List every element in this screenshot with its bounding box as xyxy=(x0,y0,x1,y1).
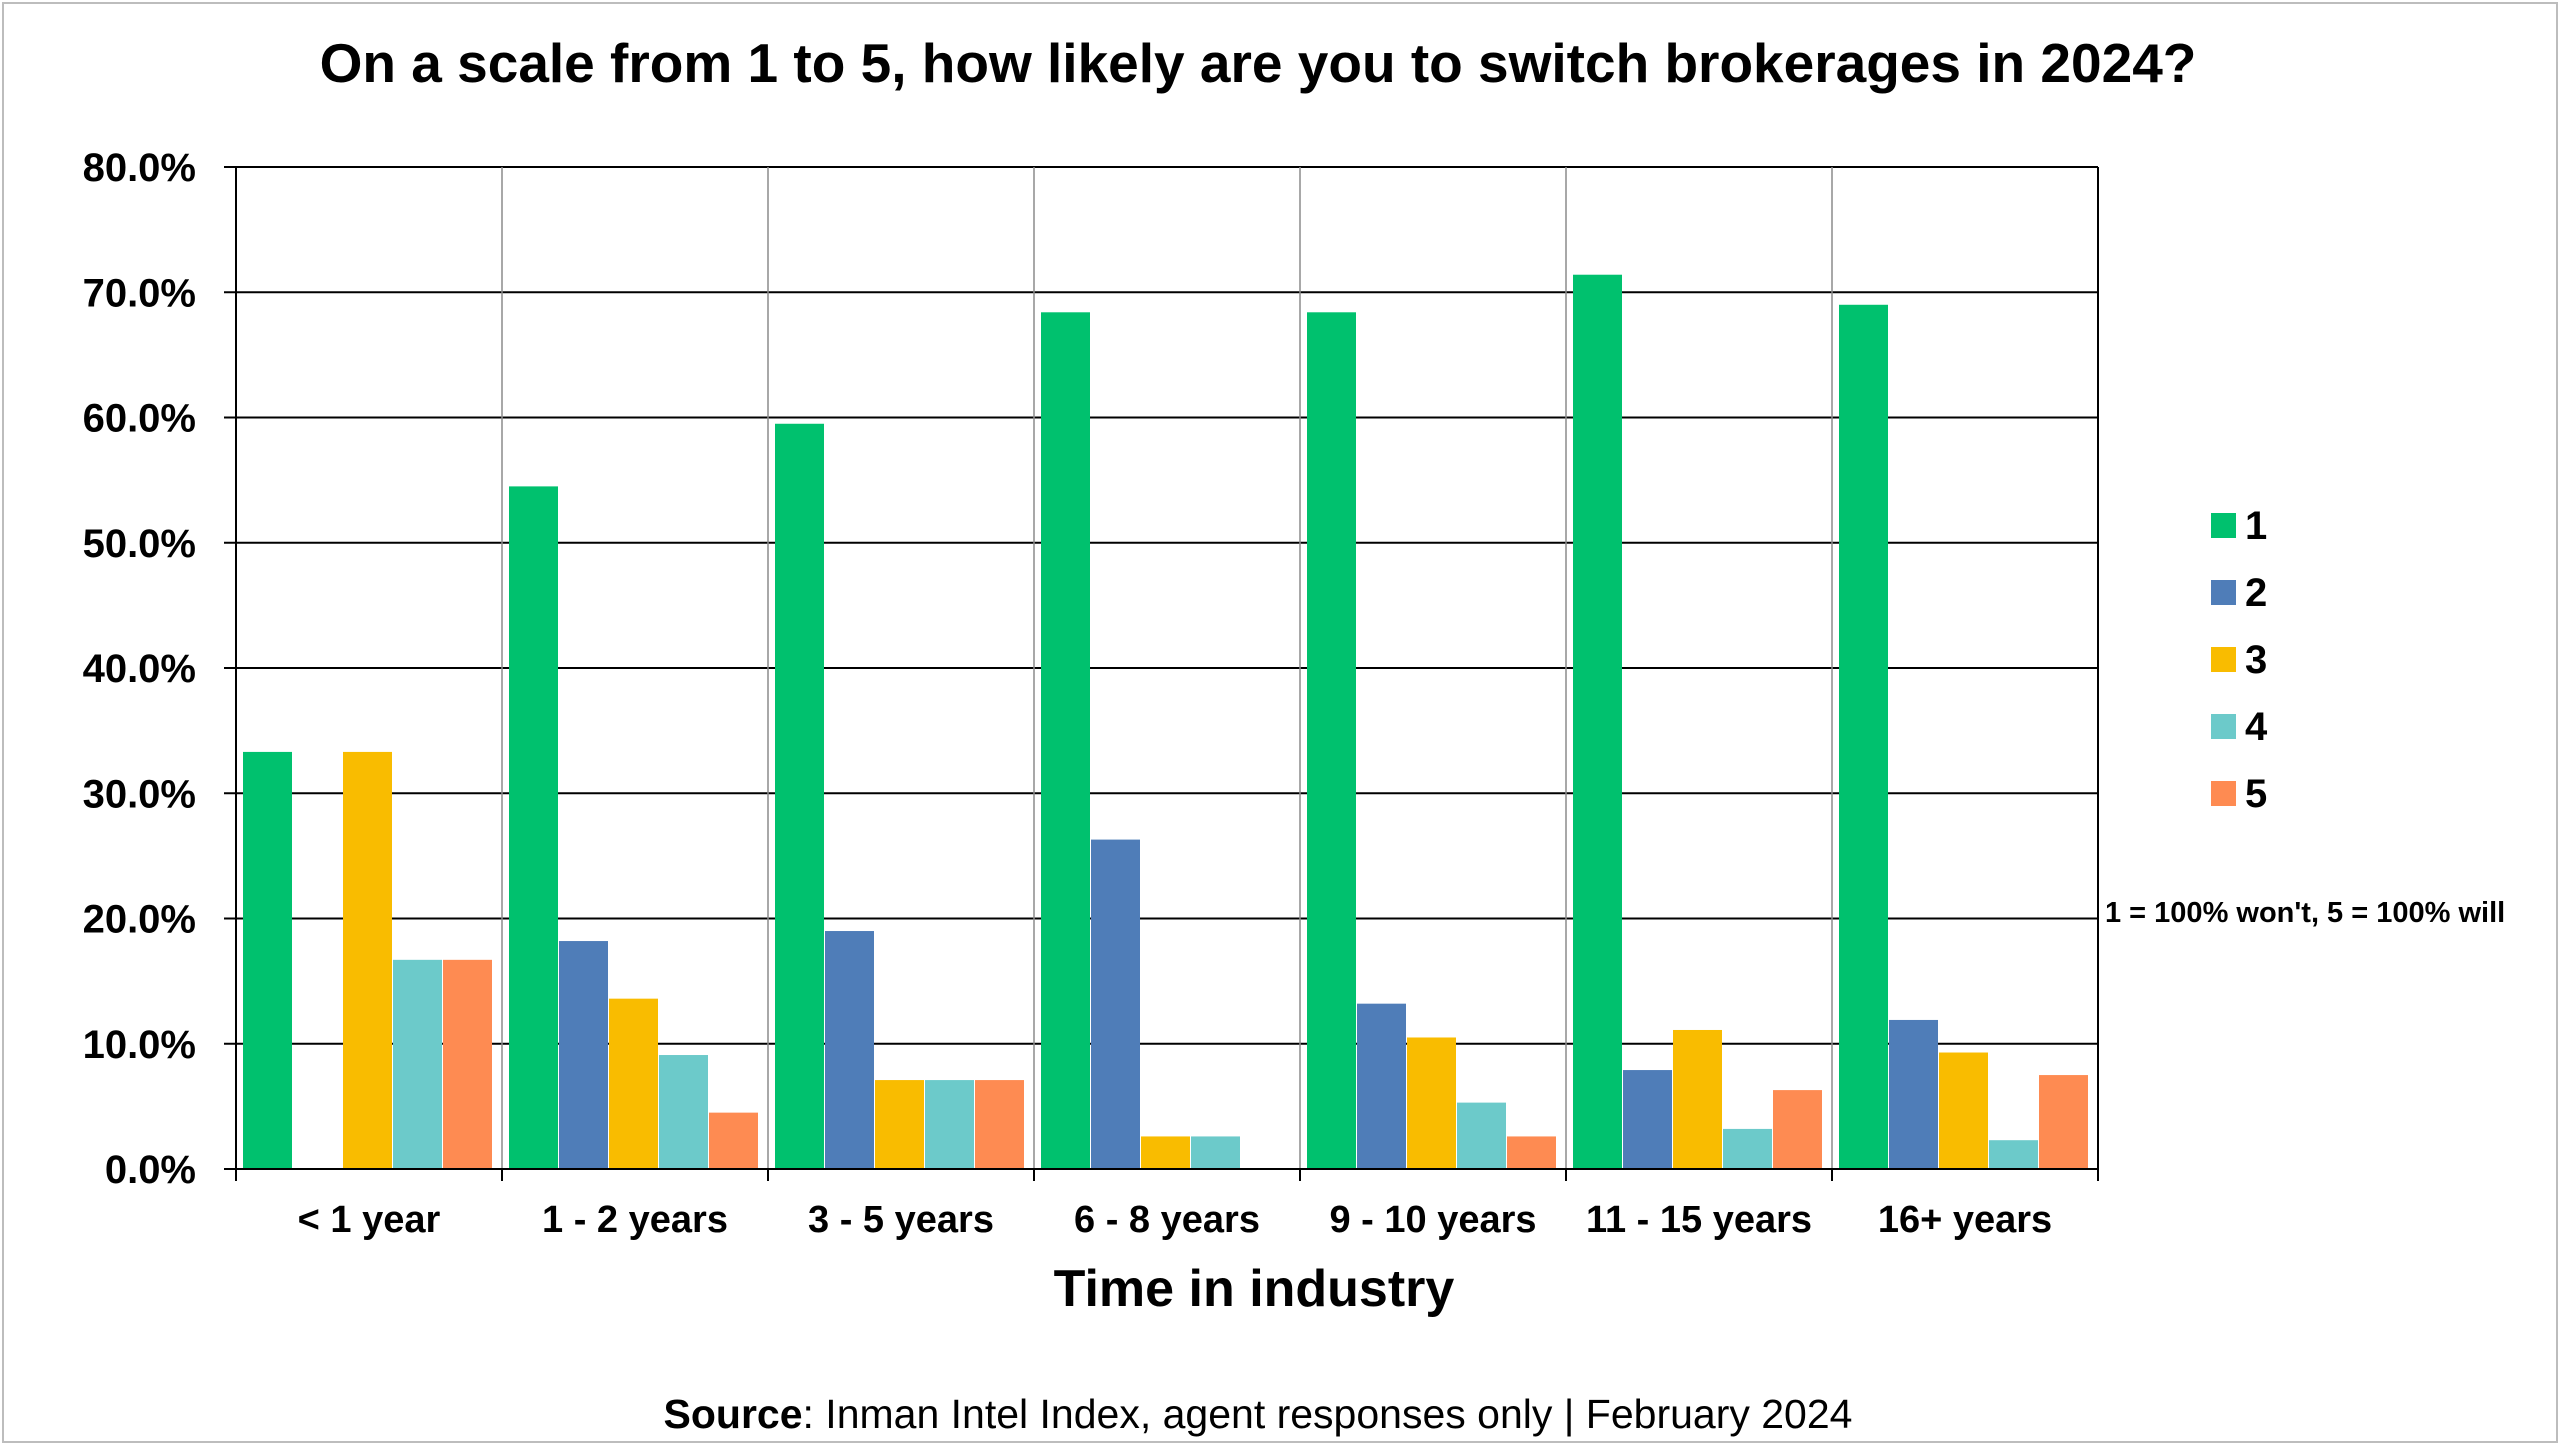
bar-chart: On a scale from 1 to 5, how likely are y… xyxy=(83,32,2506,1437)
bar-series-4 xyxy=(1457,1102,1506,1169)
bar-series-5 xyxy=(975,1080,1024,1169)
source-line: Source: Inman Intel Index, agent respons… xyxy=(664,1391,1853,1437)
x-tick-label: 16+ years xyxy=(1878,1199,2052,1241)
bars xyxy=(243,274,2088,1170)
bar-series-3 xyxy=(343,751,392,1169)
bar-series-4 xyxy=(1191,1136,1240,1169)
bar-series-4 xyxy=(1723,1128,1772,1169)
bar-series-4 xyxy=(659,1055,708,1169)
legend-label-4: 4 xyxy=(2245,705,2268,749)
y-tick-label: 30.0% xyxy=(83,772,196,816)
y-tick-label: 0.0% xyxy=(105,1148,196,1192)
bar-series-5 xyxy=(1507,1136,1556,1169)
bar-series-3 xyxy=(609,998,658,1169)
grid-lines xyxy=(224,166,2098,1170)
y-tick-label: 10.0% xyxy=(83,1023,196,1067)
y-tick-label: 80.0% xyxy=(83,146,196,190)
bar-series-2 xyxy=(1623,1070,1672,1169)
bar-series-1 xyxy=(775,423,824,1169)
y-tick-label: 60.0% xyxy=(83,397,196,441)
x-tick-label: 3 - 5 years xyxy=(808,1199,994,1241)
bar-series-4 xyxy=(1989,1140,2038,1169)
axes xyxy=(235,167,2099,1181)
bar-series-2 xyxy=(1091,839,1140,1169)
bar-series-1 xyxy=(1573,274,1622,1170)
legend-label-2: 2 xyxy=(2245,571,2267,615)
y-tick-label: 40.0% xyxy=(83,647,196,691)
x-axis-ticks: < 1 year 1 - 2 years 3 - 5 years 6 - 8 year… xyxy=(298,1199,2052,1241)
scale-note: 1 = 100% won't, 5 = 100% will xyxy=(2105,897,2505,929)
bar-series-5 xyxy=(709,1112,758,1169)
y-tick-label: 20.0% xyxy=(83,898,196,942)
y-tick-label: 50.0% xyxy=(83,522,196,566)
x-tick-label: 9 - 10 years xyxy=(1329,1199,1536,1241)
legend-label-1: 1 xyxy=(2245,504,2267,548)
legend-swatch-4 xyxy=(2211,714,2236,739)
bar-series-3 xyxy=(1407,1037,1456,1169)
y-axis-ticks: 0.0% 10.0% 20.0% 30.0% 40.0% 50.0% 60.0% 70.0% 8… xyxy=(83,146,196,1192)
legend-swatch-2 xyxy=(2211,580,2236,605)
x-tick-label: < 1 year xyxy=(298,1199,441,1241)
bar-series-3 xyxy=(1939,1052,1988,1169)
y-tick-label: 70.0% xyxy=(83,271,196,315)
bar-series-4 xyxy=(925,1080,974,1169)
bar-series-2 xyxy=(559,941,608,1169)
bar-series-4 xyxy=(393,959,442,1169)
bar-series-2 xyxy=(825,931,874,1169)
bar-series-5 xyxy=(1773,1090,1822,1169)
bar-series-1 xyxy=(1307,312,1356,1169)
bar-series-5 xyxy=(443,959,492,1169)
bar-series-1 xyxy=(243,751,292,1169)
chart-title: On a scale from 1 to 5, how likely are y… xyxy=(320,32,2197,94)
bar-series-5 xyxy=(2039,1075,2088,1169)
legend-swatch-3 xyxy=(2211,647,2236,672)
bar-series-2 xyxy=(1357,1003,1406,1169)
legend-label-5: 5 xyxy=(2245,772,2267,816)
bar-series-1 xyxy=(1041,312,1090,1169)
legend-swatch-1 xyxy=(2211,513,2236,538)
source-text: : Inman Intel Index, agent responses onl… xyxy=(803,1391,1853,1437)
bar-series-1 xyxy=(1839,304,1888,1169)
x-tick-label: 11 - 15 years xyxy=(1586,1199,1812,1241)
bar-series-3 xyxy=(1673,1029,1722,1169)
x-axis-label: Time in industry xyxy=(1054,1260,1455,1318)
bar-series-2 xyxy=(1889,1019,1938,1169)
x-tick-label: 6 - 8 years xyxy=(1074,1199,1260,1241)
bar-series-1 xyxy=(509,486,558,1169)
bar-series-3 xyxy=(1141,1136,1190,1169)
legend: 1 2 3 4 5 xyxy=(2211,504,2268,816)
source-label: Source xyxy=(664,1391,803,1437)
legend-swatch-5 xyxy=(2211,781,2236,806)
bar-series-3 xyxy=(875,1080,924,1169)
legend-label-3: 3 xyxy=(2245,638,2267,682)
x-tick-label: 1 - 2 years xyxy=(542,1199,728,1241)
